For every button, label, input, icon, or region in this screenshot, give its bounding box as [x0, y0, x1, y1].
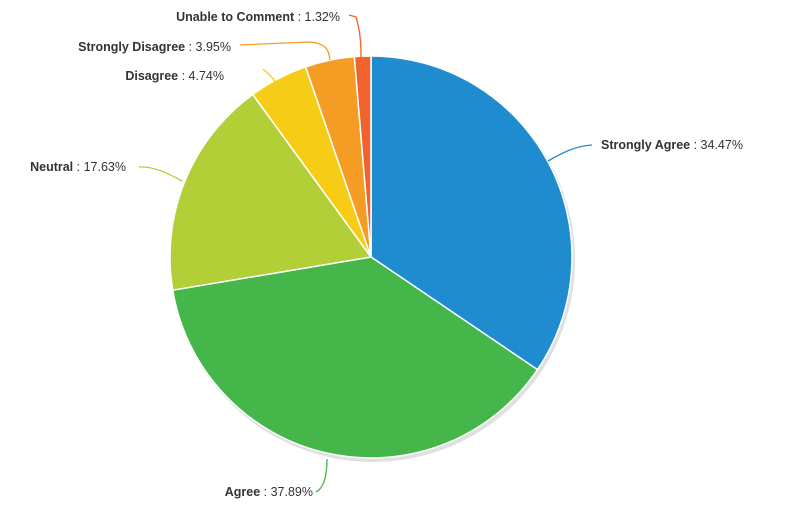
leader-line-strongly-disagree	[239, 41, 331, 61]
slice-label-category: Strongly Disagree	[78, 40, 185, 54]
slice-label-category: Unable to Comment	[176, 10, 295, 24]
label-leader-lines	[138, 14, 593, 493]
leader-line-agree	[315, 458, 328, 493]
slice-label-strongly-agree: Strongly Agree : 34.47%	[601, 138, 743, 152]
slice-label-neutral: Neutral : 17.63%	[30, 160, 126, 174]
slice-labels: Strongly Agree : 34.47% Agree : 37.89% Neu…	[30, 10, 743, 499]
slice-label-category: Agree	[225, 485, 260, 499]
pie-slice-neutral[interactable]	[169, 93, 373, 292]
slice-label-category: Disagree	[125, 69, 178, 83]
slice-label-category: Neutral	[30, 160, 73, 174]
slice-label-category: Strongly Agree	[601, 138, 690, 152]
slice-label-strongly-disagree: Strongly Disagree : 3.95%	[78, 40, 231, 54]
slice-label-value: : 4.74%	[178, 69, 224, 83]
pie-slice-unable-to-comment[interactable]	[353, 55, 372, 258]
leader-line-unable-to-comment	[348, 14, 362, 59]
leader-line-strongly-agree	[547, 144, 593, 162]
slice-label-disagree: Disagree : 4.74%	[125, 69, 224, 83]
slice-label-value: : 37.89%	[260, 485, 313, 499]
pie-slice-agree[interactable]	[171, 256, 539, 459]
slice-label-value: : 3.95%	[185, 40, 231, 54]
slice-label-value: : 1.32%	[294, 10, 340, 24]
pie-slices	[169, 55, 573, 459]
leader-line-neutral	[138, 166, 183, 182]
slice-label-value: : 34.47%	[690, 138, 743, 152]
pie-slice-strongly-agree[interactable]	[370, 55, 573, 371]
slice-label-value: : 17.63%	[73, 160, 126, 174]
slice-label-unable-to-comment: Unable to Comment : 1.32%	[176, 10, 340, 24]
leader-line-disagree	[262, 68, 280, 96]
slice-label-agree: Agree : 37.89%	[225, 485, 313, 499]
